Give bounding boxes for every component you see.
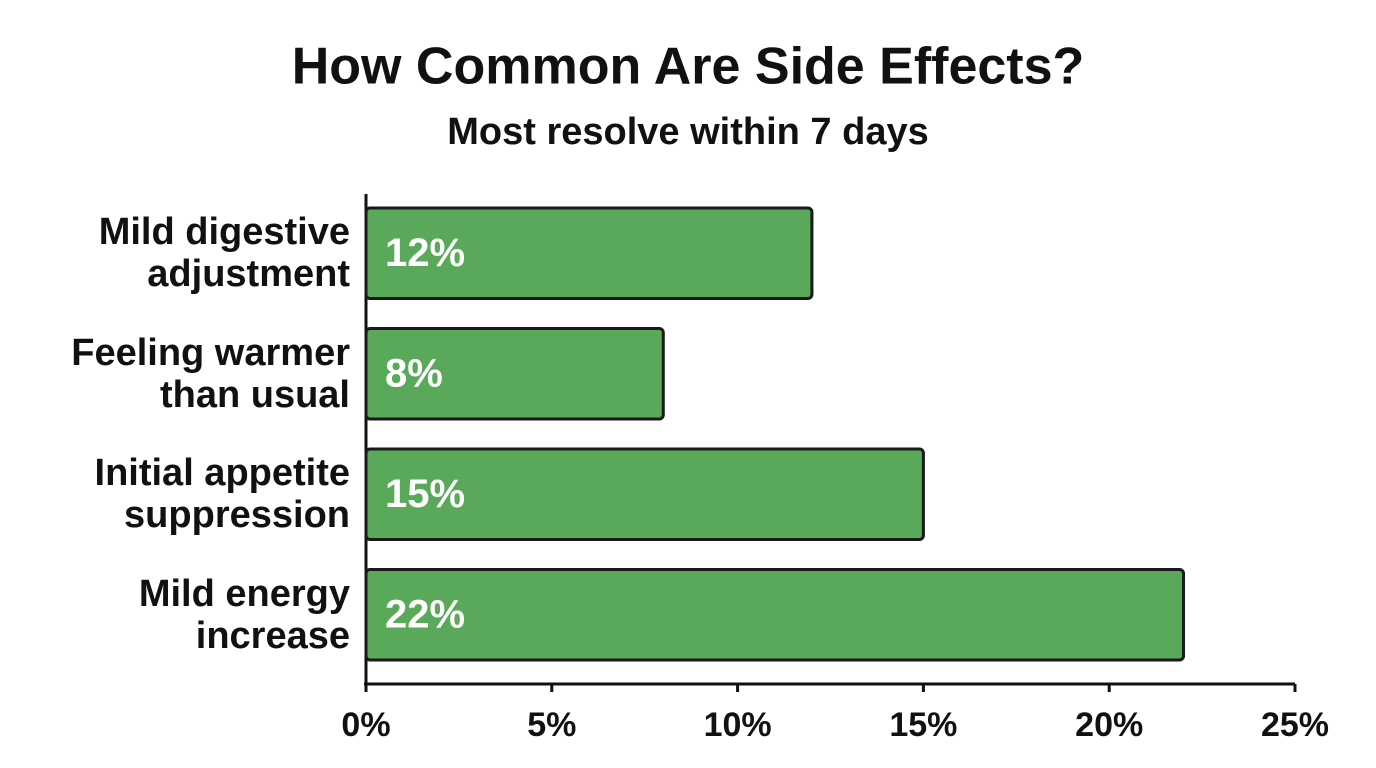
category-label: Mild digestive adjustment [98,211,350,296]
x-tick-label: 20% [1075,706,1143,744]
x-tick-label: 10% [704,706,772,744]
value-label: 8% [385,351,443,395]
x-tick-label: 5% [527,706,576,744]
bar [364,568,1186,662]
x-tick-label: 25% [1261,706,1329,744]
value-label: 22% [385,592,465,636]
category-label: Mild energy increase [138,572,350,657]
bar [364,327,665,421]
x-tick-label: 0% [341,706,390,744]
category-label: Initial appetite suppression [94,452,350,537]
bar [364,206,814,300]
value-label: 15% [385,472,465,516]
bar [364,447,925,541]
value-label: 12% [385,231,465,275]
x-tick-label: 15% [889,706,957,744]
chart-title: How Common Are Side Effects? [292,38,1085,96]
category-label: Feeling warmer than usual [71,331,350,416]
chart-subtitle: Most resolve within 7 days [447,111,928,153]
